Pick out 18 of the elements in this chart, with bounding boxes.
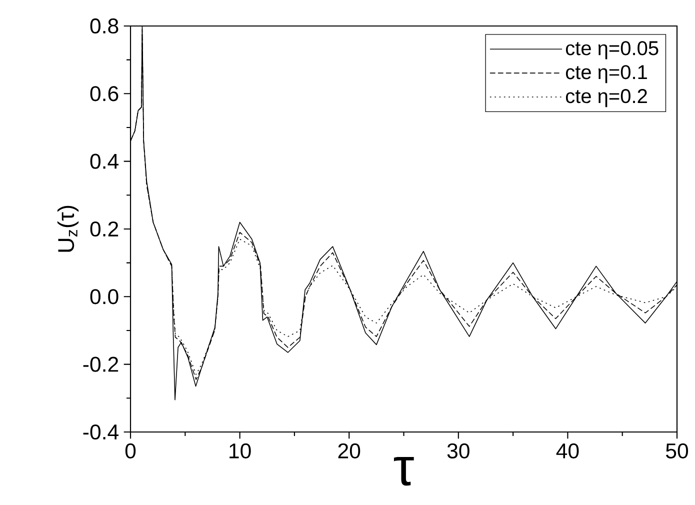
y-tick-label: -0.2 — [83, 356, 118, 372]
y-tick-label: 0.6 — [90, 86, 118, 102]
y-axis-title: U$_{z}$(τ) — [57, 206, 79, 252]
x-tick-label: 40 — [556, 443, 579, 458]
x-axis-title: τ — [394, 456, 414, 486]
y-tick-label: 0.2 — [90, 221, 118, 237]
x-tick-label: 0 — [125, 443, 136, 458]
x-tick-label: 30 — [447, 443, 470, 458]
y-tick-label: -0.4 — [83, 424, 118, 440]
x-tick-label: 50 — [666, 443, 688, 458]
y-tick-label: 0.4 — [90, 154, 118, 169]
y-tick-label: 0.8 — [90, 18, 118, 34]
legend-label: cte η=0.05 — [566, 41, 658, 60]
legend-label: cte η=0.1 — [566, 65, 647, 84]
y-tick-label: 0.0 — [90, 289, 118, 304]
x-tick-label: 10 — [230, 443, 251, 458]
legend-label: cte η=0.2 — [566, 89, 647, 108]
x-tick-label: 20 — [338, 443, 360, 458]
